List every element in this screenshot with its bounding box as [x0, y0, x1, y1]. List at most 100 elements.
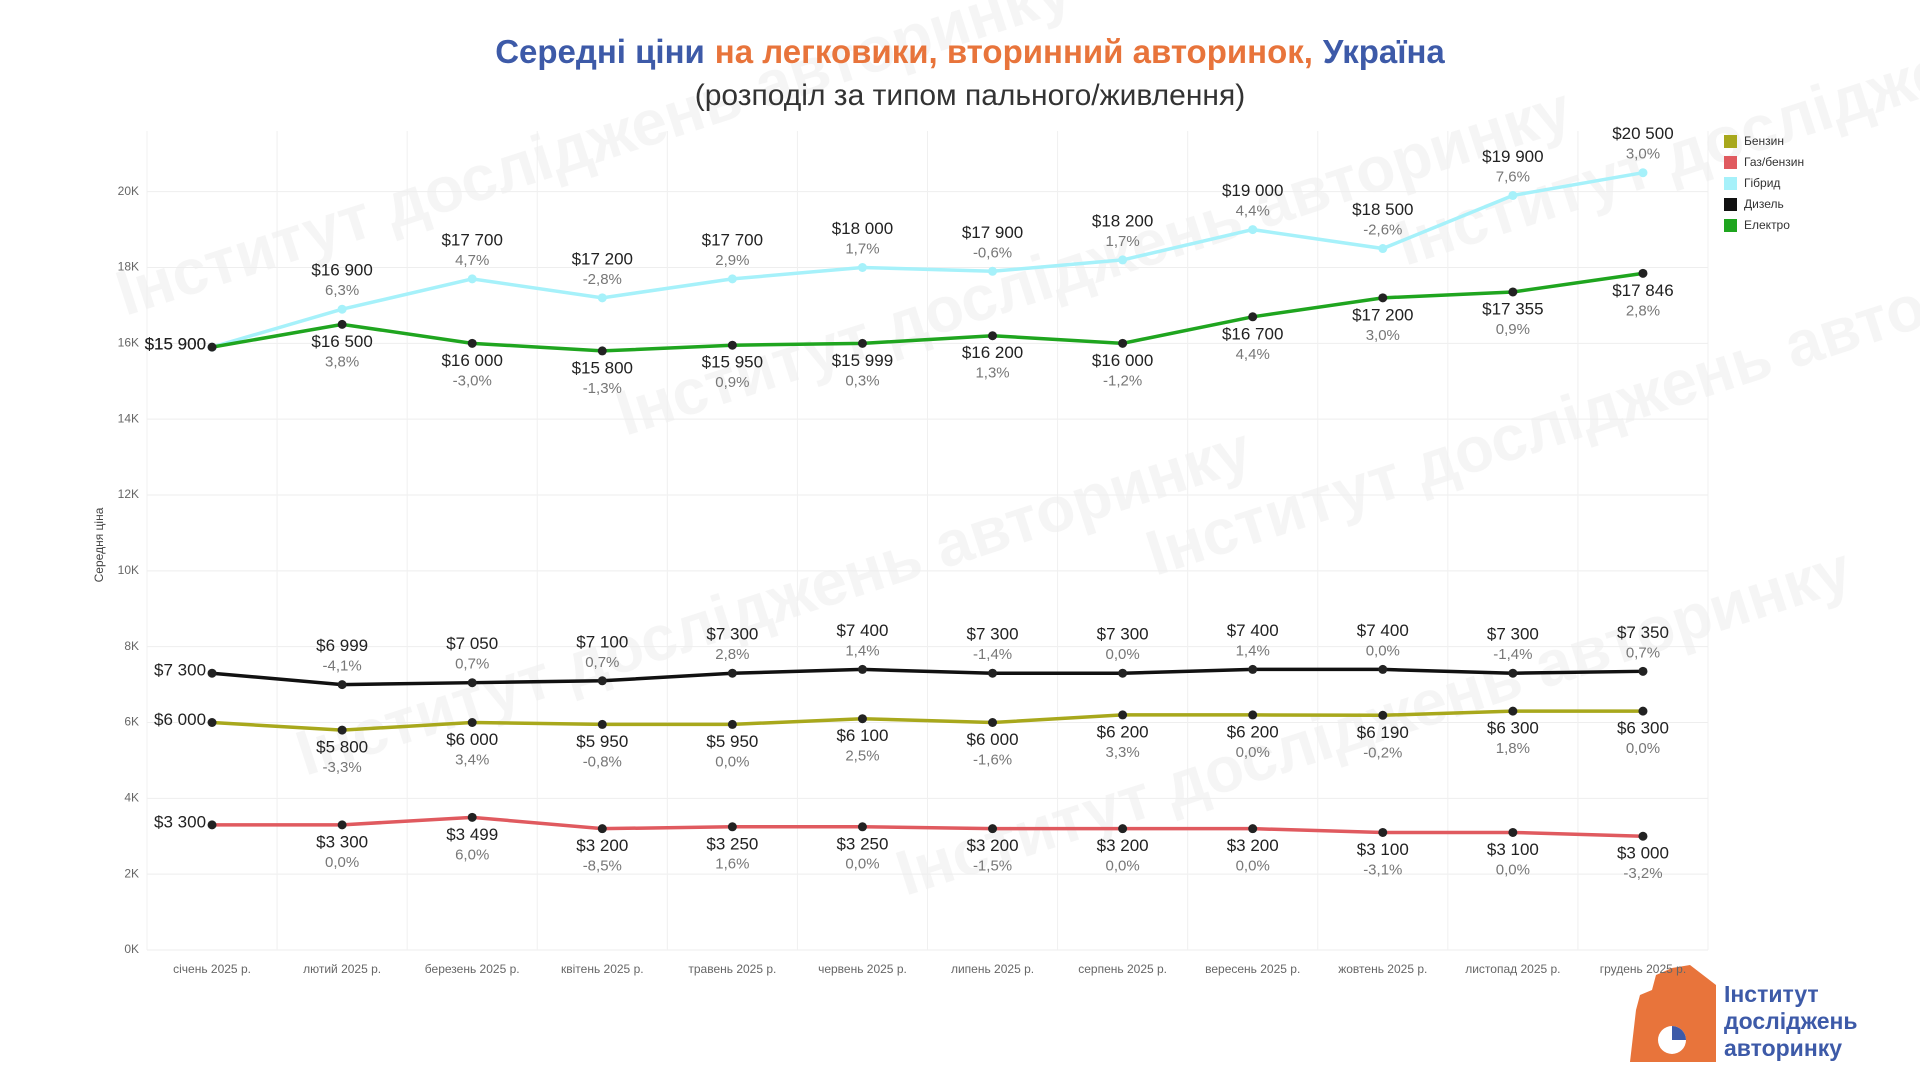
point — [1638, 706, 1648, 716]
change-label: -1,6% — [973, 751, 1012, 768]
value-label: $5 800 — [316, 738, 368, 757]
change-label: 1,3% — [975, 365, 1009, 382]
value-label: $6 200 — [1227, 722, 1279, 741]
change-label: -1,4% — [973, 646, 1012, 663]
point — [1118, 338, 1128, 348]
change-label: -3,2% — [1623, 865, 1662, 882]
chart-subtitle: (розподіл за типом пального/живлення) — [695, 79, 1245, 112]
value-label: $3 000 — [1617, 844, 1669, 863]
change-label: -1,2% — [1103, 372, 1142, 389]
point — [1248, 225, 1258, 235]
value-label: $17 846 — [1612, 281, 1673, 300]
point — [467, 718, 477, 727]
value-label: $7 300 — [154, 661, 206, 680]
legend-label: Електро — [1744, 218, 1790, 232]
value-label: $16 900 — [311, 261, 372, 280]
legend-swatch — [1724, 135, 1737, 148]
value-label: $3 250 — [706, 834, 758, 853]
change-label: 0,9% — [715, 374, 749, 391]
title-part: Україна — [1323, 33, 1446, 70]
change-label: -3,1% — [1363, 861, 1402, 878]
change-label: 6,0% — [455, 846, 489, 863]
change-label: 0,0% — [1496, 861, 1530, 878]
value-label: $5 950 — [576, 732, 628, 751]
point — [337, 680, 347, 690]
change-label: 0,0% — [1626, 740, 1660, 757]
y-tick-label: 6K — [124, 715, 139, 729]
logo: Інститут досліджень авторинку — [1630, 965, 1858, 1062]
change-label: -4,1% — [323, 658, 362, 675]
change-label: -1,3% — [583, 380, 622, 397]
legend-swatch — [1724, 177, 1737, 190]
value-label: $17 700 — [441, 230, 502, 249]
value-label: $16 000 — [1092, 351, 1153, 370]
value-label: $5 950 — [706, 732, 758, 751]
change-label: 0,0% — [715, 753, 749, 770]
x-tick-label: серпень 2025 р. — [1078, 962, 1167, 976]
point — [597, 676, 607, 686]
change-label: 0,3% — [845, 372, 879, 389]
point — [727, 719, 737, 729]
series-line — [211, 709, 1643, 732]
point — [1638, 268, 1648, 278]
change-label: 0,0% — [1366, 642, 1400, 659]
change-label: 3,3% — [1106, 744, 1140, 761]
x-tick-label: лютий 2025 р. — [303, 962, 381, 976]
point — [337, 820, 347, 830]
value-label: $16 000 — [441, 351, 502, 370]
x-tick-label: вересень 2025 р. — [1205, 962, 1300, 976]
value-label: $17 700 — [702, 230, 763, 249]
point — [1118, 710, 1128, 720]
point — [1118, 824, 1128, 834]
logo-text: Інститут — [1724, 981, 1819, 1007]
legend-swatch — [1724, 219, 1737, 232]
value-label: $3 100 — [1487, 840, 1539, 859]
point — [857, 338, 867, 348]
value-label: $3 200 — [1097, 836, 1149, 855]
point — [1378, 664, 1388, 674]
value-label: $7 400 — [1227, 621, 1279, 640]
value-label: $19 900 — [1482, 147, 1543, 166]
point — [1118, 255, 1128, 265]
change-label: 0,7% — [1626, 644, 1660, 661]
point — [988, 718, 998, 727]
legend-label: Гібрид — [1744, 176, 1780, 190]
change-label: 3,0% — [1366, 327, 1400, 344]
point — [1378, 710, 1388, 720]
x-tick-label: листопад 2025 р. — [1465, 962, 1560, 976]
point — [1248, 312, 1258, 322]
change-label: -0,6% — [973, 244, 1012, 261]
logo-text: досліджень — [1724, 1008, 1858, 1034]
value-label: $7 400 — [1357, 621, 1409, 640]
value-label: $3 250 — [836, 834, 888, 853]
x-tick-label: травень 2025 р. — [688, 962, 776, 976]
logo-pie — [1672, 1026, 1686, 1040]
change-label: 2,9% — [715, 252, 749, 269]
x-tick-label: грудень 2025 р. — [1600, 962, 1686, 976]
change-label: 1,4% — [845, 642, 879, 659]
point — [467, 274, 477, 284]
point — [597, 824, 607, 834]
value-label: $18 200 — [1092, 211, 1153, 230]
point — [337, 319, 347, 329]
point — [988, 668, 998, 678]
point — [467, 812, 477, 822]
value-label: $7 300 — [967, 625, 1019, 644]
change-label: -0,2% — [1363, 744, 1402, 761]
value-label: $17 355 — [1482, 299, 1543, 318]
value-label: $7 050 — [446, 634, 498, 653]
change-label: -2,8% — [583, 271, 622, 288]
point — [1118, 668, 1128, 678]
value-label: $7 300 — [706, 625, 758, 644]
value-label: $15 800 — [572, 358, 633, 377]
series-line — [211, 667, 1643, 687]
y-axis-title: Середня ціна — [92, 507, 106, 582]
point — [597, 293, 607, 303]
point — [1248, 824, 1258, 834]
value-label: $17 200 — [1352, 305, 1413, 324]
point — [1378, 293, 1388, 303]
y-tick-label: 18K — [118, 260, 139, 274]
change-label: -0,8% — [583, 753, 622, 770]
point — [337, 304, 347, 314]
y-tick-label: 8K — [124, 639, 139, 653]
